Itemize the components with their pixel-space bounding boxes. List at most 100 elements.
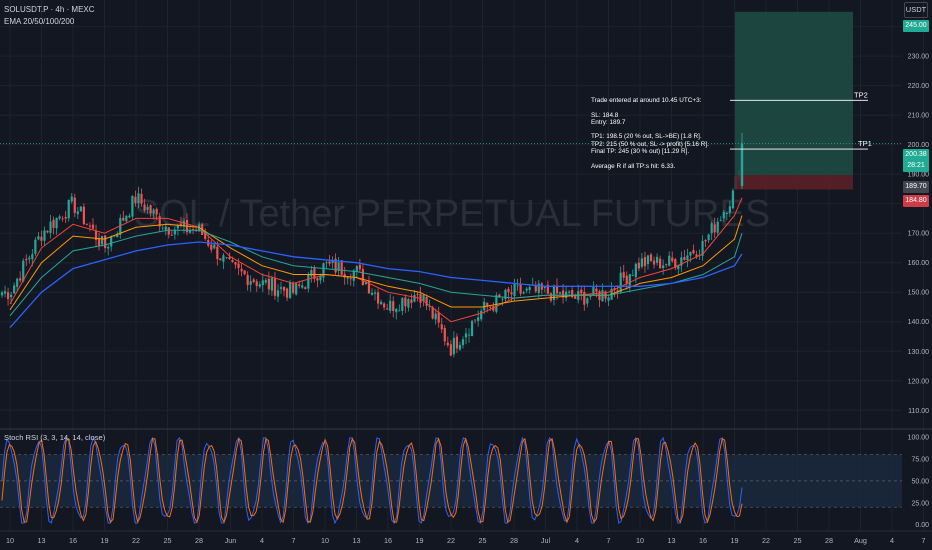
candle-body <box>152 209 155 214</box>
candle-body <box>40 236 43 241</box>
candle-body <box>692 250 695 254</box>
time-tick-label: 13 <box>353 536 361 545</box>
ema-indicator-label[interactable]: EMA 20/50/100/200 <box>4 17 75 26</box>
sl-price-label: 184.80 <box>903 195 929 207</box>
candle-body <box>616 290 619 293</box>
candle-body <box>498 294 501 298</box>
candle-body <box>376 292 380 304</box>
candle-body <box>94 230 98 240</box>
time-tick-label: 22 <box>762 536 770 545</box>
candle-body <box>586 298 589 304</box>
candle-body <box>122 217 125 221</box>
candle-body <box>243 270 246 275</box>
price-tick-label: 190.00 <box>908 172 930 179</box>
candle-body <box>434 313 437 320</box>
candle-body <box>683 257 686 260</box>
candle-body <box>622 272 625 278</box>
candle-body <box>601 290 604 302</box>
price-tick-label: 210.00 <box>908 113 930 120</box>
stop-zone <box>735 175 853 190</box>
candle-body <box>501 298 504 300</box>
time-tick-label: 22 <box>447 536 455 545</box>
candle-body <box>252 279 255 283</box>
candle-body <box>652 260 656 265</box>
candle-body <box>61 218 64 220</box>
candle-body <box>270 278 274 291</box>
candle-body <box>373 292 377 294</box>
time-tick-label: 13 <box>38 536 46 545</box>
candle-body <box>149 205 152 214</box>
ema-line-ema50 <box>9 215 743 311</box>
candle-body <box>16 278 19 287</box>
candle-body <box>546 284 550 294</box>
candle-body <box>477 317 480 321</box>
candle-body <box>292 283 295 293</box>
candle-body <box>716 221 719 233</box>
stoch-rsi-label[interactable]: Stoch RSI (3, 3, 14, 14, close) <box>4 433 106 442</box>
candle-body <box>67 199 70 219</box>
candle-body <box>555 285 559 294</box>
time-tick-label: 19 <box>416 536 424 545</box>
candle-body <box>646 255 650 265</box>
candle-body <box>340 260 343 275</box>
candle-body <box>386 308 389 310</box>
candle-body <box>558 292 562 294</box>
candle-body <box>510 292 513 295</box>
candle-body <box>334 258 337 273</box>
candle-body <box>167 227 170 235</box>
candle-body <box>655 256 659 263</box>
stoch-rsi-d-line <box>1 437 743 524</box>
candle-body <box>680 257 683 266</box>
candle-body <box>704 239 707 242</box>
time-tick-label: 19 <box>101 536 109 545</box>
candle-body <box>549 293 553 301</box>
candle-body <box>164 226 167 230</box>
candle-body <box>119 217 122 235</box>
candle-body <box>540 283 543 290</box>
candle-body <box>367 280 371 294</box>
candle-body <box>486 302 489 307</box>
candle-body <box>589 296 592 298</box>
candle-body <box>413 294 416 302</box>
price-tick-label: 200.00 <box>908 142 930 149</box>
time-tick-label: 7 <box>292 536 296 545</box>
candle-body <box>437 312 440 323</box>
candle-body <box>519 284 522 294</box>
candle-body <box>194 230 198 232</box>
candle-body <box>240 268 243 272</box>
candle-body <box>249 281 252 285</box>
candle-body <box>352 270 355 281</box>
candle-body <box>713 224 716 233</box>
candle-body <box>337 262 340 271</box>
candle-body <box>116 233 119 238</box>
currency-selector[interactable]: USDT <box>904 2 928 18</box>
candle-body <box>158 216 161 227</box>
candle-body <box>552 285 556 300</box>
candle-body <box>319 275 322 281</box>
time-tick-label: 28 <box>510 536 518 545</box>
candle-body <box>410 299 413 303</box>
candle-body <box>561 290 565 298</box>
candle-body <box>216 246 219 260</box>
candle-body <box>322 263 325 278</box>
symbol-title[interactable]: SOLUSDT.P · 4h · MEXC <box>4 5 95 14</box>
candle-body <box>125 215 128 222</box>
candle-body <box>355 266 358 273</box>
candle-body <box>625 275 628 284</box>
candle-body <box>155 208 158 215</box>
bar-countdown-label: 28:21 <box>903 160 929 172</box>
candle-body <box>534 285 537 292</box>
candle-body <box>701 240 704 256</box>
candle-body <box>480 310 483 320</box>
candle-body <box>449 344 452 356</box>
candle-body <box>370 292 374 295</box>
candle-body <box>255 281 258 286</box>
candle-body <box>458 345 462 350</box>
candle-body <box>495 295 498 312</box>
candle-body <box>204 232 207 239</box>
candle-body <box>628 274 631 286</box>
time-tick-label: 7 <box>607 536 611 545</box>
candle-body <box>349 278 352 280</box>
time-tick-label: 4 <box>575 536 579 545</box>
